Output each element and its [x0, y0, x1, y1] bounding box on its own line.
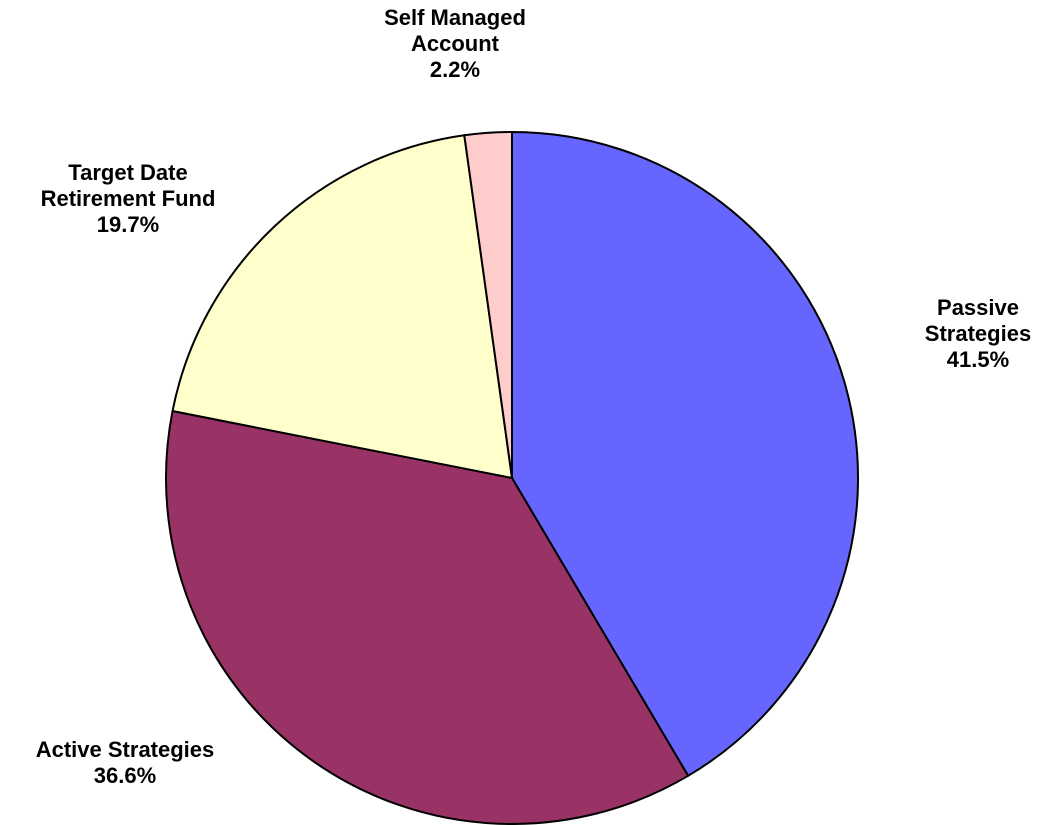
pie-slice [511, 131, 859, 777]
category-name: Self Managed Account [384, 5, 526, 56]
value-label: 19.7% [96, 212, 160, 237]
category-name: Active Strategies [35, 737, 215, 762]
slice-label: Passive Strategies 41.5% [898, 295, 1050, 373]
category-name: Target Date Retirement Fund [40, 160, 216, 211]
slice-label: Self Managed Account 2.2% [370, 5, 540, 83]
pie-slice [463, 131, 513, 479]
value-label: 36.6% [93, 763, 157, 788]
value-label: 2.2% [429, 57, 481, 82]
slice-label: Target Date Retirement Fund 19.7% [8, 160, 248, 238]
value-label: 41.5% [946, 347, 1010, 372]
pie-slice [171, 134, 513, 479]
slice-label: Active Strategies 36.6% [0, 737, 265, 789]
category-name: Passive Strategies [924, 295, 1032, 346]
pie-slice [165, 410, 690, 825]
